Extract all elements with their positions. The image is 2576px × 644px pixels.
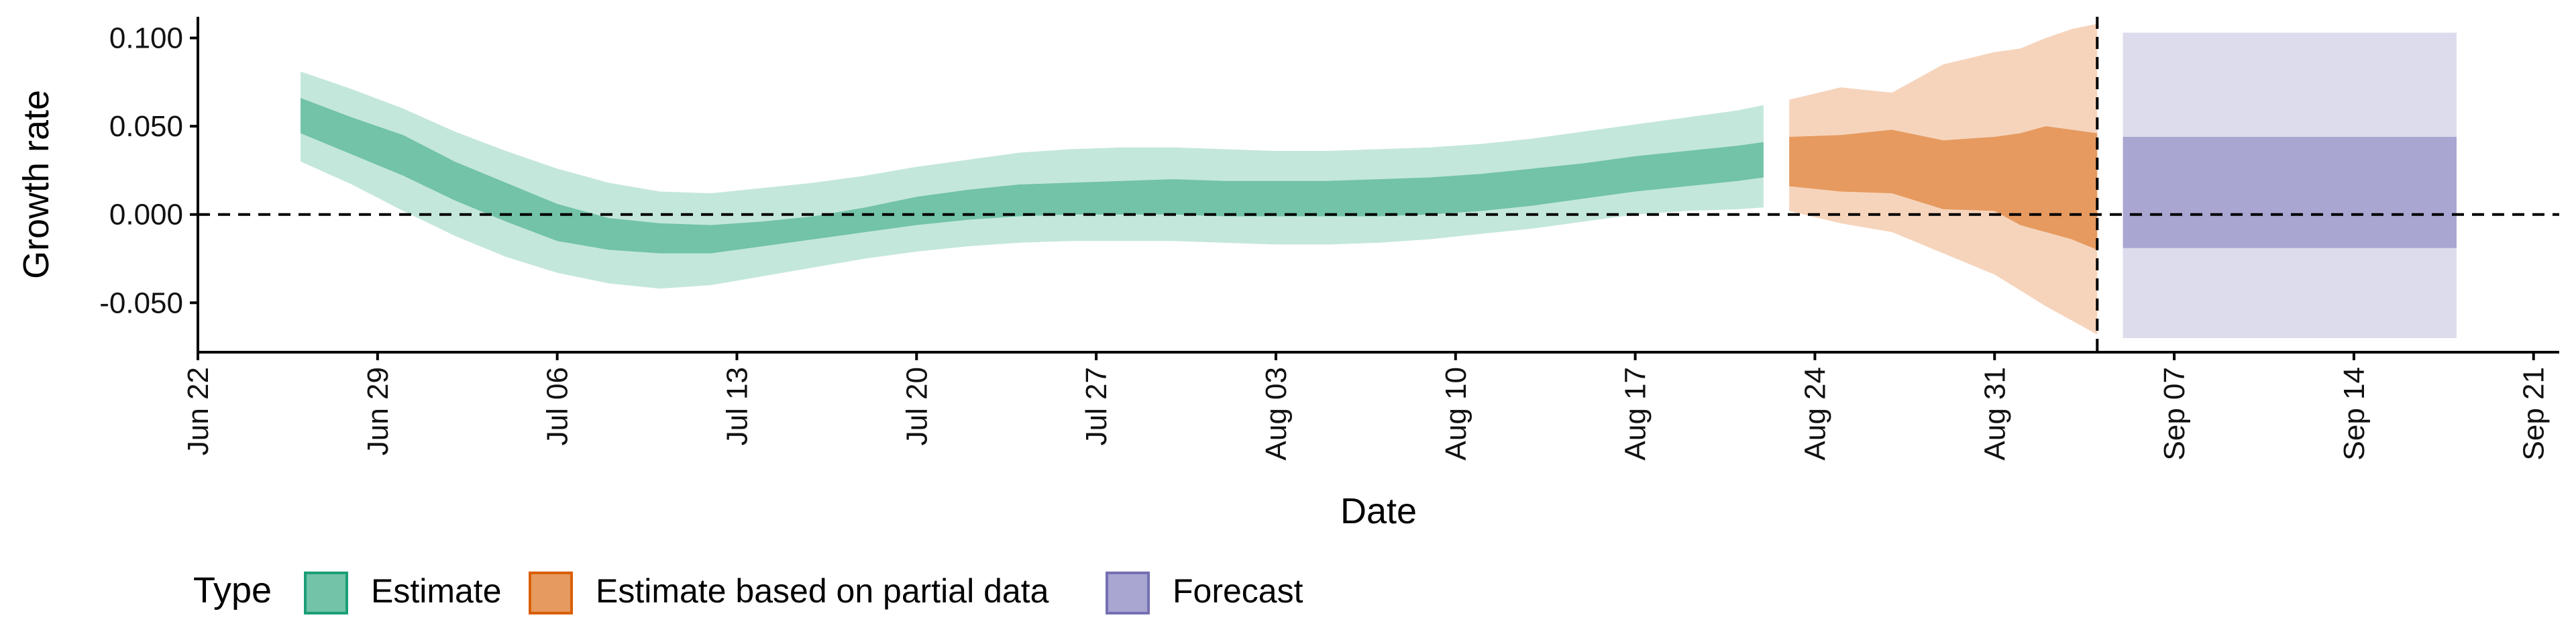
x-tick-label: Aug 31 (1978, 367, 2011, 460)
x-tick-label: Jul 27 (1080, 367, 1113, 445)
y-tick-label: -0.050 (99, 286, 183, 319)
x-axis-title: Date (1340, 491, 1417, 531)
y-tick-label: 0.050 (109, 110, 183, 143)
legend: Type Estimate Estimate based on partial da… (193, 570, 1303, 614)
x-tick-label: Aug 24 (1799, 367, 1831, 460)
x-tick-label: Jun 29 (362, 367, 394, 455)
x-tick-label: Jun 22 (182, 367, 215, 455)
y-axis-title: Growth rate (16, 90, 56, 279)
x-tick-label: Jul 13 (720, 367, 753, 445)
legend-title: Type (193, 570, 272, 610)
series-bands (301, 23, 2457, 338)
legend-label-estimate-based-on-partial-data: Estimate based on partial data (596, 572, 1049, 610)
x-tick-label: Jul 06 (541, 367, 574, 445)
legend-key-estimate (304, 572, 348, 614)
estimate-inner-band (301, 98, 1764, 254)
x-tick-label: Aug 10 (1440, 367, 1472, 460)
x-tick-label: Jul 20 (900, 367, 933, 445)
forecast-inner-band (2123, 136, 2457, 248)
y-tick-label: 0.100 (109, 22, 183, 55)
y-tick-label: 0.000 (109, 199, 183, 231)
legend-label-estimate: Estimate (371, 572, 502, 610)
legend-key-estimate-based-on-partial-data (529, 572, 573, 614)
x-tick-label: Sep 14 (2338, 367, 2371, 460)
x-tick-label: Aug 03 (1260, 367, 1293, 460)
x-tick-label: Sep 07 (2158, 367, 2191, 460)
legend-key-forecast (1106, 572, 1150, 614)
x-tick-label: Sep 21 (2518, 367, 2551, 460)
x-tick-label: Aug 17 (1619, 367, 1652, 460)
axes: 0.100 0.050 0.000 -0.050 Jun 22 Jun 29 Jul 06 J… (99, 17, 2559, 460)
legend-label-forecast: Forecast (1173, 572, 1303, 610)
estimate-based-on-partial-data-inner-band (1789, 126, 2098, 250)
